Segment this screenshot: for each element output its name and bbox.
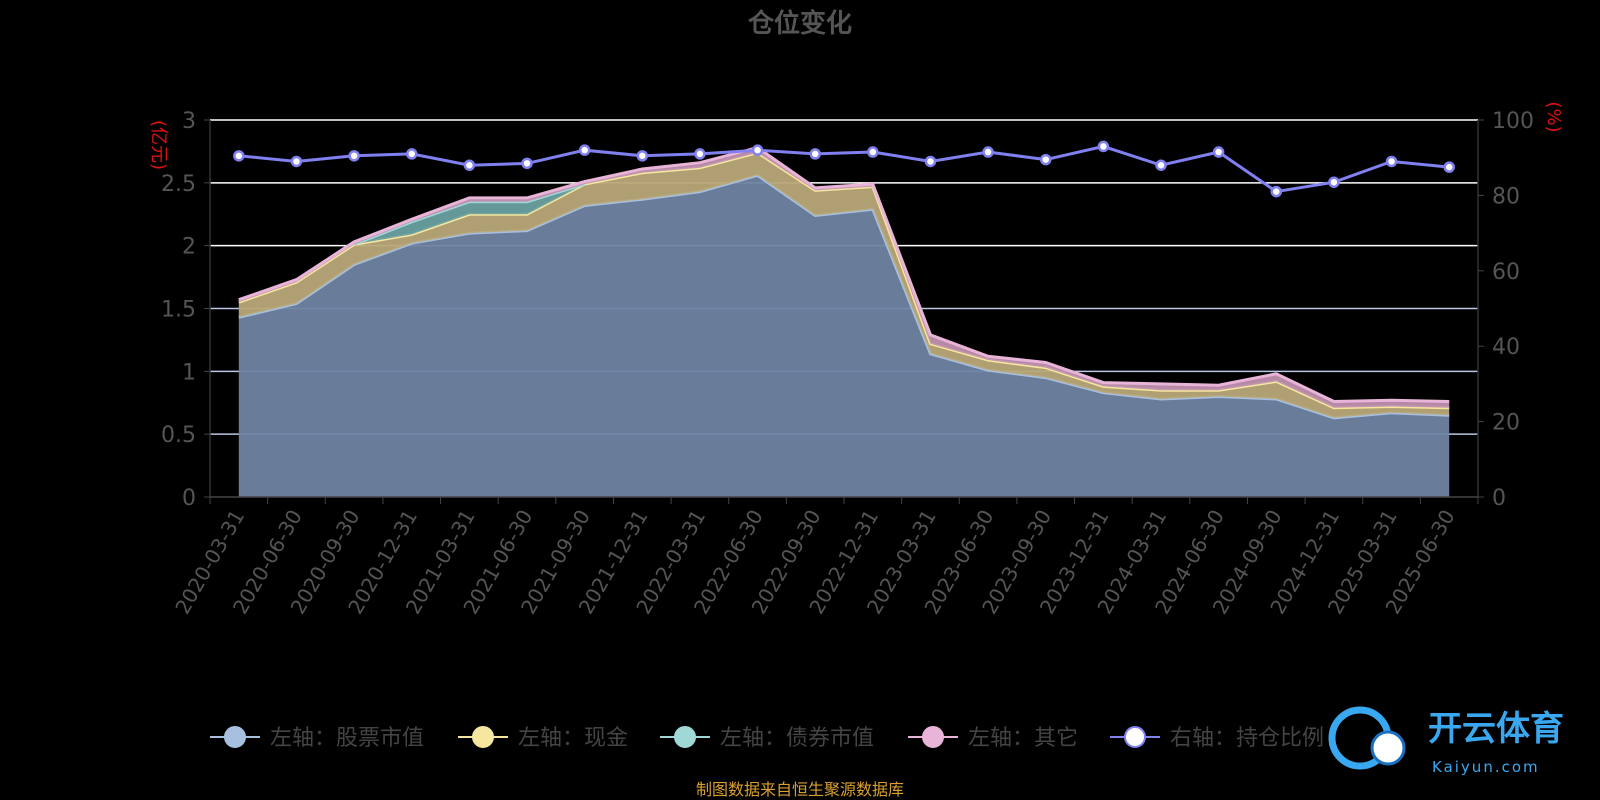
right-tick-label: 60 xyxy=(1492,260,1520,285)
area-line-3 xyxy=(238,145,1450,404)
ratio-point xyxy=(405,148,418,160)
ratio-point xyxy=(636,150,649,162)
ratio-point xyxy=(578,144,591,156)
ratio-point xyxy=(290,155,303,168)
watermark-domain: Kaiyun.com xyxy=(1432,758,1540,776)
right-tick-label: 40 xyxy=(1492,335,1520,360)
ratio-point xyxy=(1385,155,1398,168)
left-tick-label: 3 xyxy=(182,109,196,134)
ratio-line xyxy=(238,144,1450,194)
soccer-ball-icon xyxy=(1370,730,1406,766)
legend-label: 左轴：债券市值 xyxy=(720,726,874,751)
ratio-point xyxy=(233,150,245,162)
watermark-brand: 开云体育 xyxy=(1428,709,1564,749)
left-tick-label: 1 xyxy=(182,360,196,385)
chart-title: 仓位变化 xyxy=(747,8,852,39)
area-1 xyxy=(238,152,1450,418)
area-0 xyxy=(238,175,1450,498)
legend-label: 左轴：现金 xyxy=(518,726,628,751)
legend-marker xyxy=(922,726,944,748)
ratio-point xyxy=(694,148,706,160)
ratio-point xyxy=(1155,159,1167,171)
ratio-point xyxy=(348,150,360,162)
right-tick-label: 20 xyxy=(1492,411,1520,436)
left-tick-label: 2.5 xyxy=(161,172,196,197)
legend: 左轴：股票市值 左轴：现金 左轴：债券市值 左轴：其它 右轴：持仓比例 xyxy=(210,726,1324,751)
ratio-point xyxy=(809,148,821,160)
ratio-point xyxy=(1212,146,1225,158)
legend-marker xyxy=(674,726,696,748)
ratio-point xyxy=(982,146,994,158)
left-tick-label: 0 xyxy=(182,486,196,511)
ratio-point xyxy=(867,146,879,158)
ratio-point xyxy=(1039,153,1052,166)
ratio-line-layer xyxy=(233,140,1455,198)
legend-marker xyxy=(472,726,494,748)
legend-label: 右轴：持仓比例 xyxy=(1170,726,1324,751)
ratio-point xyxy=(1328,176,1340,188)
legend-marker xyxy=(1124,726,1146,748)
legend-marker xyxy=(224,726,246,748)
left-tick-label: 0.5 xyxy=(161,423,196,448)
right-tick-label: 80 xyxy=(1492,184,1520,209)
legend-label: 左轴：股票市值 xyxy=(270,726,424,751)
ratio-point xyxy=(924,155,937,168)
ratio-point xyxy=(1097,140,1110,153)
watermark-logo: 开云体育 Kaiyun.com xyxy=(1328,706,1564,776)
right-axis-unit: (%) xyxy=(1543,101,1564,132)
ratio-point xyxy=(1443,161,1455,173)
ratio-point xyxy=(1270,185,1283,198)
ratio-point xyxy=(521,157,533,170)
area-layers xyxy=(238,145,1450,498)
right-tick-label: 0 xyxy=(1492,486,1506,511)
left-axis-unit: (亿元) xyxy=(148,120,169,170)
legend-label: 左轴：其它 xyxy=(968,726,1078,751)
source-note: 制图数据来自恒生聚源数据库 xyxy=(696,780,904,799)
left-tick-label: 2 xyxy=(182,235,196,260)
ratio-point xyxy=(463,159,476,171)
ratio-point xyxy=(751,144,764,156)
left-tick-label: 1.5 xyxy=(161,298,196,323)
right-tick-label: 100 xyxy=(1492,109,1534,134)
